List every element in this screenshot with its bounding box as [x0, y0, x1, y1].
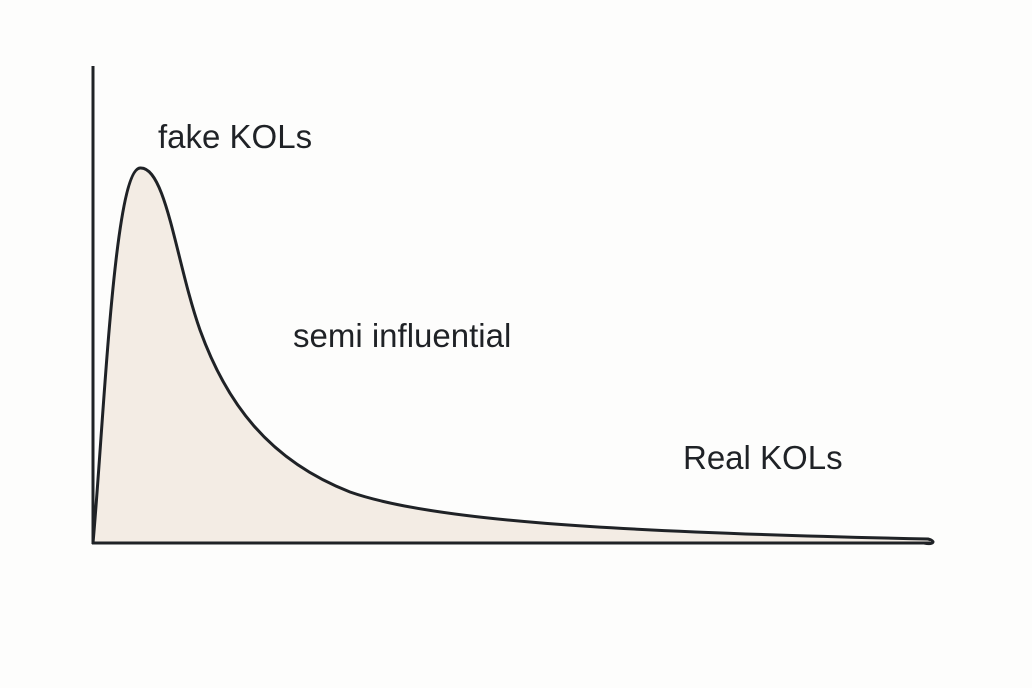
- distribution-curve: [91, 166, 935, 545]
- annotation: fake KOLs: [158, 118, 312, 155]
- annotation: Real KOLs: [683, 439, 843, 476]
- annotation: semi influential: [293, 317, 511, 354]
